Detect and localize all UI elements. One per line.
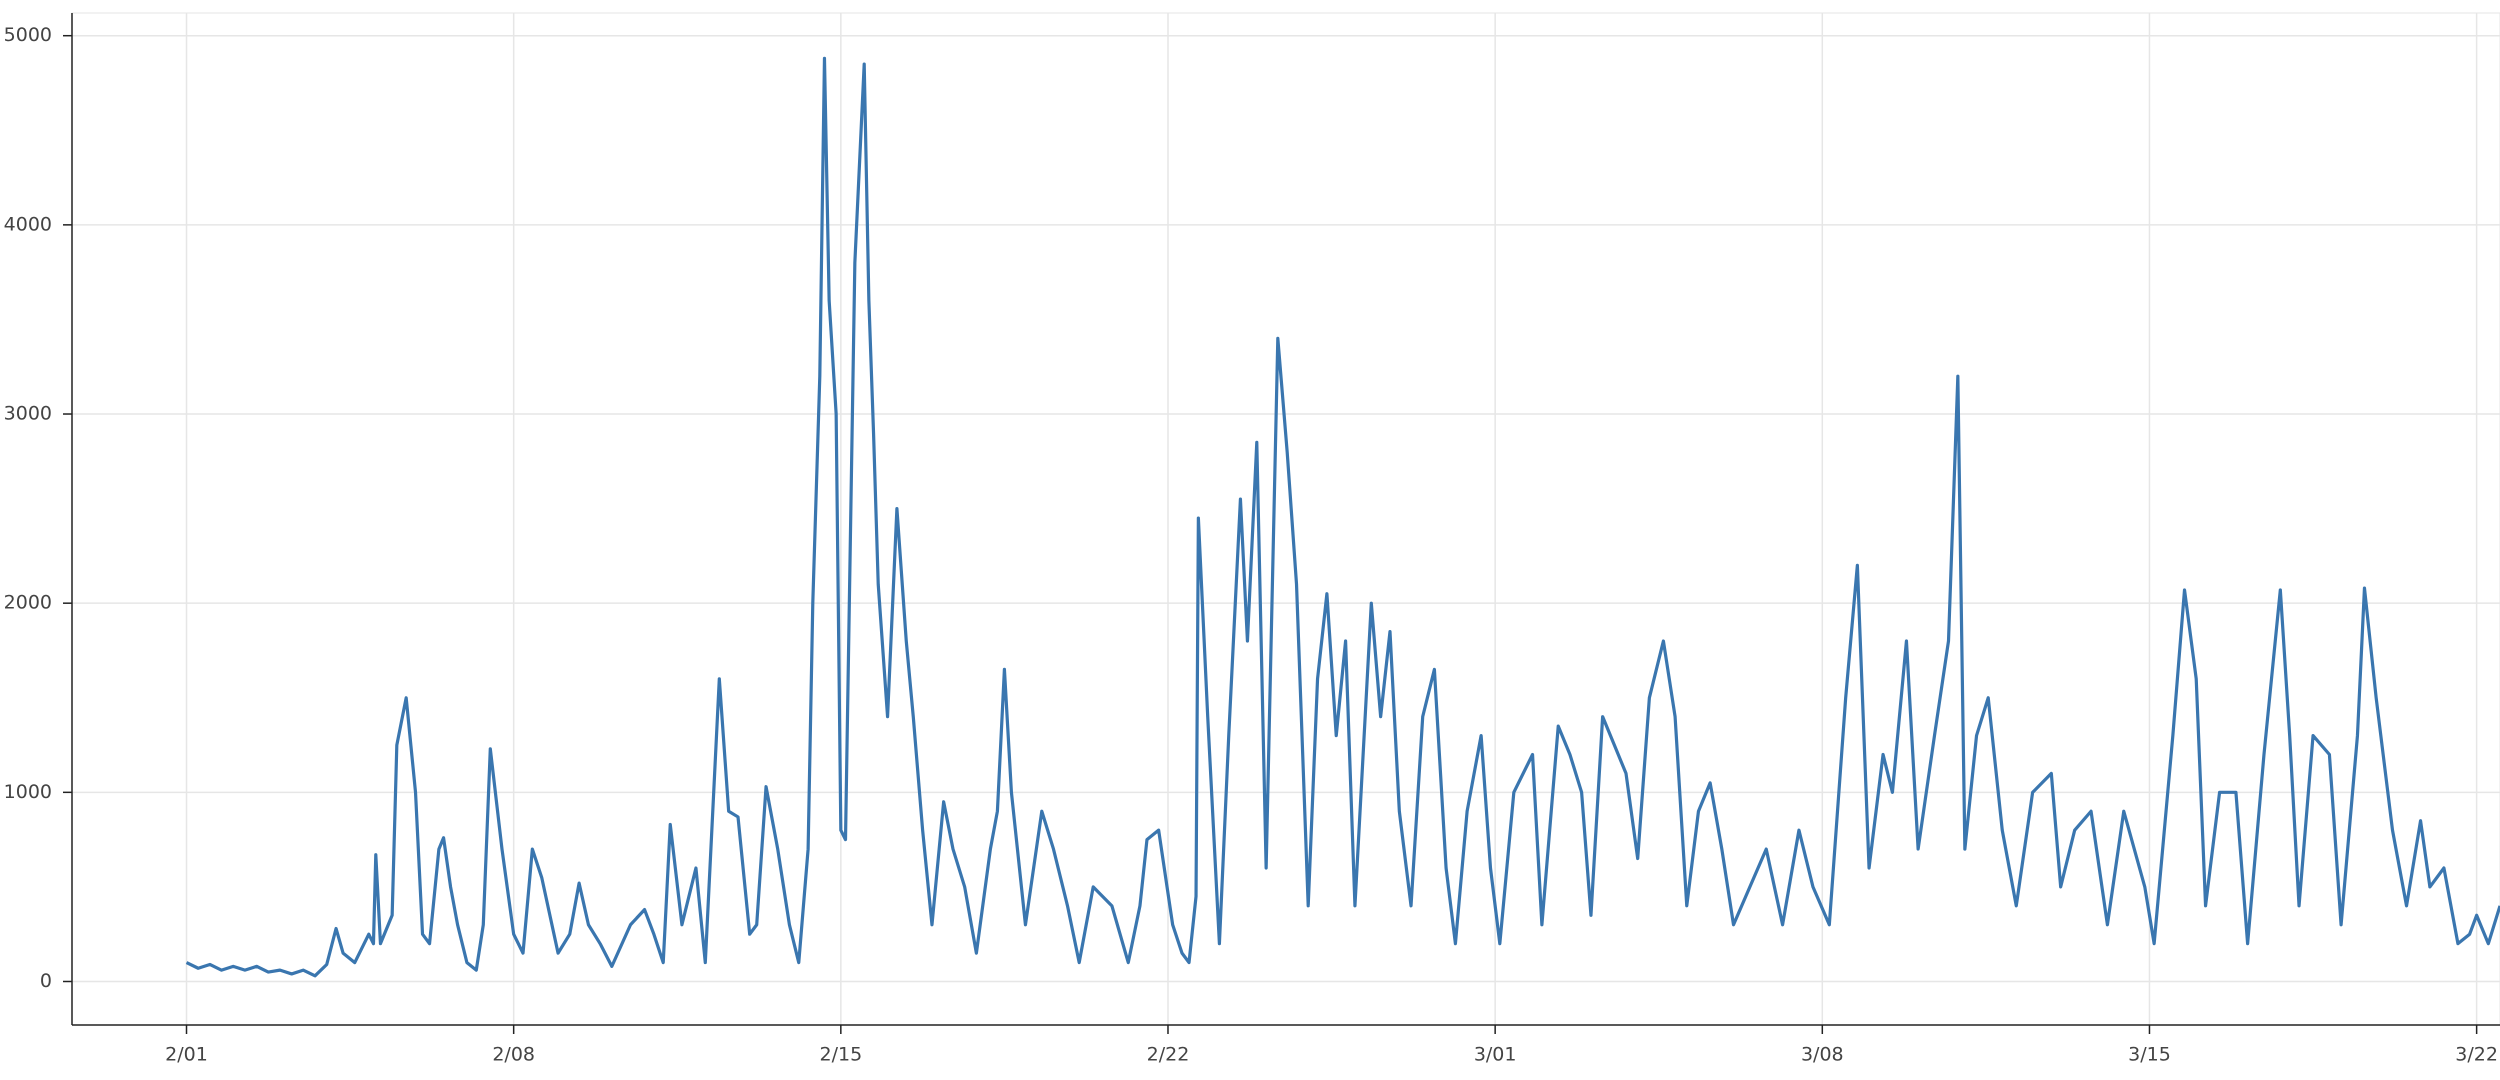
x-tick-label: 3/22	[2455, 1044, 2498, 1066]
y-tick-label: 4000	[4, 213, 52, 235]
y-tick-label: 0	[40, 970, 52, 992]
x-tick-label: 3/08	[1801, 1044, 1844, 1066]
y-tick-label: 1000	[4, 781, 52, 803]
x-tick-label: 3/15	[2128, 1044, 2171, 1066]
y-tick-label: 2000	[4, 592, 52, 614]
y-tick-label: 3000	[4, 403, 52, 425]
y-tick-label: 5000	[4, 24, 52, 46]
x-tick-label: 2/01	[165, 1044, 208, 1066]
x-tick-label: 2/15	[819, 1044, 862, 1066]
x-tick-label: 2/08	[492, 1044, 535, 1066]
x-tick-label: 2/22	[1147, 1044, 1190, 1066]
data-line	[185, 56, 2500, 978]
x-tick-label: 3/01	[1474, 1044, 1517, 1066]
